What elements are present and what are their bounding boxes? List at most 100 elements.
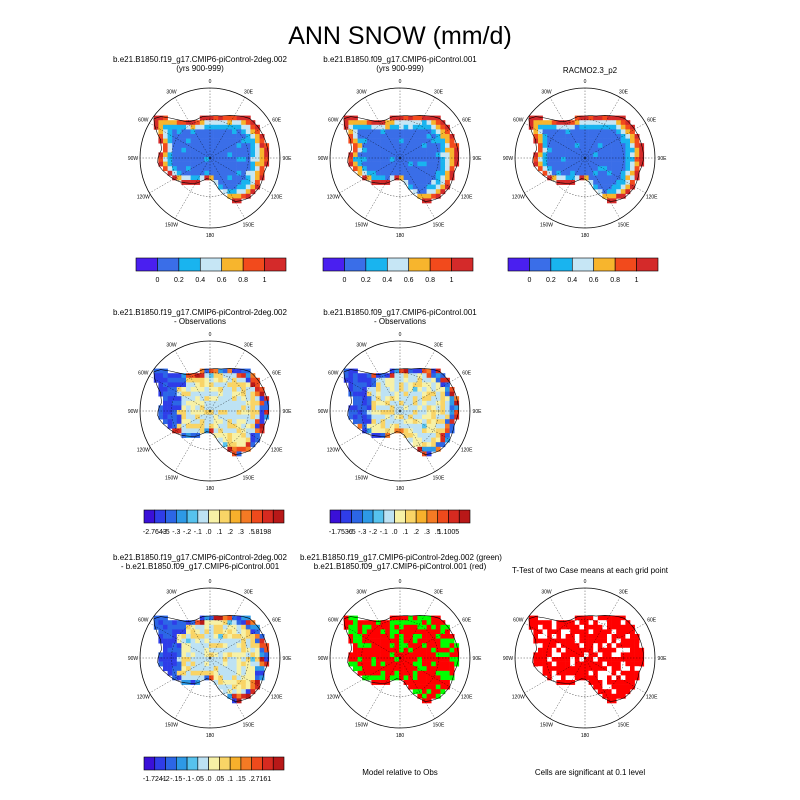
map-cell	[422, 620, 427, 626]
lon-label: 150W	[540, 223, 553, 229]
map-cell	[593, 157, 599, 162]
map-cell	[602, 634, 608, 639]
map-cell	[593, 134, 599, 139]
map-cell	[250, 428, 256, 434]
map-cell	[218, 624, 224, 630]
map-cell	[209, 377, 214, 383]
map-cell	[366, 670, 372, 676]
map-cells	[528, 615, 645, 704]
map-cell	[348, 161, 354, 167]
lon-label: 30E	[244, 89, 254, 95]
map-cell	[412, 423, 418, 429]
map-cell	[209, 138, 214, 144]
map-cell	[435, 391, 441, 397]
map-cell	[431, 666, 437, 672]
map-cell	[412, 670, 418, 676]
map-cell	[445, 180, 450, 185]
map-cell	[389, 666, 395, 672]
map-cell	[250, 189, 256, 195]
map-cell	[403, 423, 409, 429]
map-cell	[385, 405, 391, 411]
map-cell	[181, 638, 187, 644]
map-cell	[245, 134, 251, 139]
map-cell	[227, 670, 233, 676]
map-cell	[186, 657, 191, 662]
map-cell	[426, 643, 432, 649]
map-cell	[417, 670, 423, 676]
map-cell	[376, 377, 381, 383]
map-cell	[376, 428, 381, 434]
colorbar-swatch	[344, 257, 367, 272]
map-cell	[172, 382, 178, 388]
map-cell	[399, 419, 404, 425]
map-cell	[176, 175, 182, 181]
map-cell	[533, 115, 539, 121]
colorbar-swatch	[394, 509, 406, 524]
map-cell	[199, 675, 205, 681]
map-cell	[186, 624, 191, 630]
map-cell	[570, 170, 576, 176]
map-cell	[579, 124, 585, 130]
map-cell	[376, 657, 381, 662]
map-cell	[259, 405, 265, 411]
map-cell	[186, 180, 191, 185]
map-cell	[417, 661, 423, 667]
map-cell	[607, 193, 612, 199]
map-cell	[639, 157, 645, 162]
map-cell	[417, 184, 423, 190]
map-cell	[445, 175, 450, 181]
map-cell	[250, 138, 256, 144]
map-cell	[366, 624, 372, 630]
map-cell	[190, 657, 196, 662]
map-cell	[380, 680, 386, 685]
colorbar-tick-label: .3	[238, 529, 244, 536]
map-cell	[551, 657, 557, 662]
colorbar-tick-label: .8198	[254, 529, 272, 536]
map-cell	[588, 120, 594, 126]
map-cell	[167, 423, 173, 429]
map-cell	[357, 396, 363, 402]
meridian-line	[149, 375, 211, 412]
map-cell	[227, 373, 233, 379]
map-cell	[634, 652, 640, 658]
map-cell	[385, 396, 391, 402]
map-cell	[376, 373, 381, 379]
map-cell	[394, 152, 400, 158]
map-cell	[227, 161, 233, 167]
map-cell	[250, 382, 256, 388]
map-cell	[264, 414, 270, 420]
map-cell	[417, 193, 423, 199]
map-cell	[213, 410, 219, 415]
map-cell	[213, 638, 219, 644]
map-cell	[176, 138, 182, 144]
map-cell	[556, 661, 562, 667]
map-cell	[241, 184, 247, 190]
map-cell	[574, 670, 580, 676]
map-cell	[245, 166, 251, 172]
map-cell	[195, 629, 201, 635]
map-cell	[584, 115, 589, 121]
map-cell	[412, 652, 418, 658]
map-cell	[353, 387, 358, 392]
map-cell	[209, 657, 214, 662]
map-cell	[380, 400, 386, 406]
map-cell	[199, 138, 205, 144]
map-cell	[181, 166, 187, 172]
map-cell	[556, 175, 562, 181]
map-cell	[417, 161, 423, 167]
meridian-line	[584, 122, 646, 159]
map-cell	[385, 419, 391, 425]
map-cell	[454, 652, 460, 658]
map-cell	[431, 405, 437, 411]
map-cell	[227, 437, 233, 443]
map-cell	[389, 670, 395, 676]
colorbar-swatch	[219, 756, 231, 771]
map-cell	[172, 120, 178, 126]
map-cell	[593, 143, 599, 149]
map-cell	[209, 134, 214, 139]
map-cell	[533, 161, 539, 167]
map-cell	[186, 377, 191, 383]
map-cell	[607, 170, 612, 176]
map-cell	[556, 147, 562, 153]
map-cell	[412, 689, 418, 695]
